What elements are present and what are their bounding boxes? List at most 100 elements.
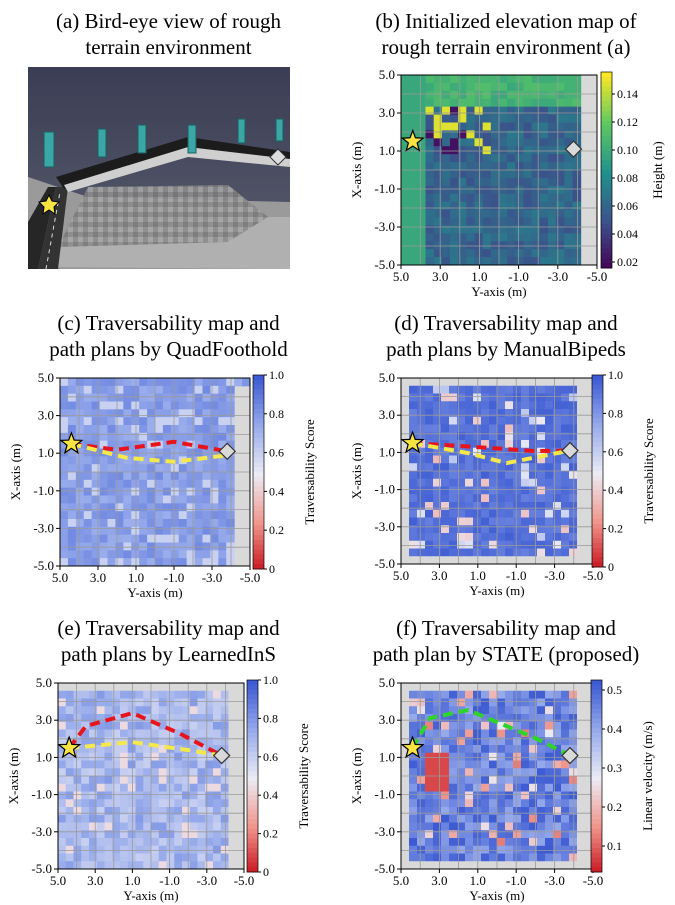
x-tick-label: 1.0 [470, 873, 486, 888]
x-tick-label: 5.0 [393, 269, 409, 284]
y-tick-label: -1.0 [33, 483, 54, 498]
x-tick-label: 3.0 [432, 269, 448, 284]
goal-diamond-icon [561, 441, 579, 460]
panel-d-title: (d) Traversability map and path plans by… [386, 311, 626, 361]
colorbar-tick-label: 1.0 [269, 368, 284, 382]
colorbar-tick-label: 0.4 [608, 483, 623, 497]
yellow-path [68, 740, 223, 758]
map-plot-f: 5.0 3.0 1.0 -1.0 -3.0 -5.05.03.01.0-1.0-3.0-5… [349, 675, 655, 903]
colorbar-tick-label: 0.2 [263, 827, 278, 841]
panel-c: (c) Traversability map and path plans by… [0, 300, 337, 605]
y-axis-label: X-axis (m) [6, 748, 21, 805]
colorbar-tick-label: 0.8 [608, 406, 623, 420]
x-tick-label: 3.0 [431, 568, 447, 583]
colorbar-tick-label: 0.14 [617, 87, 638, 101]
y-tick-label: 3.0 [379, 407, 395, 422]
goal-diamond-icon [561, 746, 579, 765]
panel-e: (e) Traversability map and path plans by… [0, 605, 337, 905]
y-tick-label: -3.0 [374, 519, 395, 534]
red-path [71, 439, 228, 454]
y-tick-label: -5.0 [374, 257, 395, 272]
x-tick-label: 5.0 [52, 570, 68, 585]
colorbar-tick-label: 0.8 [269, 407, 284, 421]
y-tick-label: 5.0 [379, 370, 395, 385]
x-tick-label: -1.0 [506, 568, 527, 583]
colorbar-tick-label: 0.2 [607, 800, 622, 814]
x-tick-label: 1.0 [128, 570, 144, 585]
colorbar-tick-label: 0.12 [617, 115, 638, 129]
x-tick-label: -5.0 [587, 269, 608, 284]
colorbar-tick-label: 0.8 [263, 711, 278, 725]
x-axis-label: Y-axis (m) [469, 888, 524, 903]
colorbar-tick-label: 0.6 [263, 750, 278, 764]
colorbar: 1.0 0.8 0.6 0.4 0.2 0 Traversability Score [246, 673, 311, 879]
x-tick-label: 3.0 [90, 570, 106, 585]
y-tick-label: -5.0 [374, 861, 395, 876]
y-tick-label: 5.0 [38, 370, 54, 385]
map-plot-c: 5.0 3.0 1.0 -1.0 -3.0 -5.05.03.01.0-1.0-3.0-5… [8, 368, 317, 600]
goal-diamond-icon [564, 140, 583, 158]
y-tick-label: 5.0 [379, 67, 395, 82]
y-tick-label: -5.0 [33, 558, 54, 573]
x-axis-label: Y-axis (m) [469, 583, 524, 598]
green-path [410, 708, 571, 758]
colorbar-tick-label: 0.6 [269, 446, 284, 460]
x-tick-label: -1.0 [508, 269, 529, 284]
red-path [412, 441, 570, 454]
yellow-path [70, 441, 228, 464]
colorbar-tick-label: 0.08 [617, 171, 638, 185]
colorbar-tick-label: 0.2 [269, 523, 284, 537]
panel-e-title: (e) Traversability map and path plans by… [57, 616, 280, 666]
y-tick-label: -1.0 [374, 482, 395, 497]
panel-b: (b) Initialized elevation map of rough t… [337, 0, 675, 300]
yellow-path [412, 441, 571, 466]
y-tick-label: 1.0 [36, 749, 52, 764]
y-tick-label: -3.0 [374, 219, 395, 234]
x-tick-label: 5.0 [393, 873, 409, 888]
x-tick-label: -1.0 [159, 873, 180, 888]
panel-f: (f) Traversability map and path plan by … [337, 605, 675, 905]
start-star-icon [400, 430, 425, 454]
y-axis-label: X-axis (m) [349, 443, 364, 500]
x-axis-label: Y-axis (m) [471, 284, 526, 299]
x-tick-label: -5.0 [583, 873, 604, 888]
y-tick-label: -5.0 [374, 556, 395, 571]
colorbar-tick-label: 0.5 [607, 683, 622, 697]
grid [401, 683, 593, 869]
colorbar-label: Linear velocity (m/s) [640, 721, 655, 831]
y-tick-label: 1.0 [379, 749, 395, 764]
y-tick-label: -1.0 [374, 787, 395, 802]
x-tick-label: -3.0 [197, 873, 218, 888]
x-tick-label: 3.0 [431, 873, 447, 888]
colorbar-tick-label: 0.6 [608, 445, 623, 459]
y-tick-label: 3.0 [379, 105, 395, 120]
colorbar-tick-label: 0.02 [617, 255, 638, 269]
colorbar-tick-label: 0 [263, 865, 269, 879]
x-tick-label: -3.0 [544, 568, 565, 583]
x-tick-label: -5.0 [583, 568, 604, 583]
colorbar-tick-label: 1.0 [263, 673, 278, 687]
x-tick-label: -5.0 [240, 570, 261, 585]
y-axis-label: X-axis (m) [349, 748, 364, 805]
colorbar-tick-label: 0 [269, 562, 275, 576]
map-plot-e: 5.0 3.0 1.0 -1.0 -3.0 -5.05.03.01.0-1.0-3.0-5… [6, 673, 311, 903]
colorbar-label: Traversability Score [296, 723, 311, 829]
colorbar-tick-label: 0.4 [607, 722, 622, 736]
x-tick-label: 1.0 [471, 269, 487, 284]
goal-diamond-icon [269, 148, 287, 166]
grid [58, 683, 244, 869]
panel-d: (d) Traversability map and path plans by… [337, 300, 675, 605]
y-tick-label: -3.0 [33, 520, 54, 535]
y-tick-label: -1.0 [31, 787, 52, 802]
panel-a-title: (a) Bird-eye view of rough terrain envir… [55, 9, 282, 59]
x-tick-label: 1.0 [470, 568, 486, 583]
x-tick-label: -3.0 [548, 269, 569, 284]
goal-diamond-icon [212, 746, 231, 765]
x-tick-label: 1.0 [124, 873, 140, 888]
x-axis-label: Y-axis (m) [127, 585, 182, 600]
x-tick-label: -3.0 [544, 873, 565, 888]
colorbar-tick-label: 0.06 [617, 199, 638, 213]
colorbar-label: Height (m) [650, 141, 665, 198]
y-tick-label: 1.0 [38, 445, 54, 460]
colorbar-label: Traversability Score [302, 419, 317, 525]
